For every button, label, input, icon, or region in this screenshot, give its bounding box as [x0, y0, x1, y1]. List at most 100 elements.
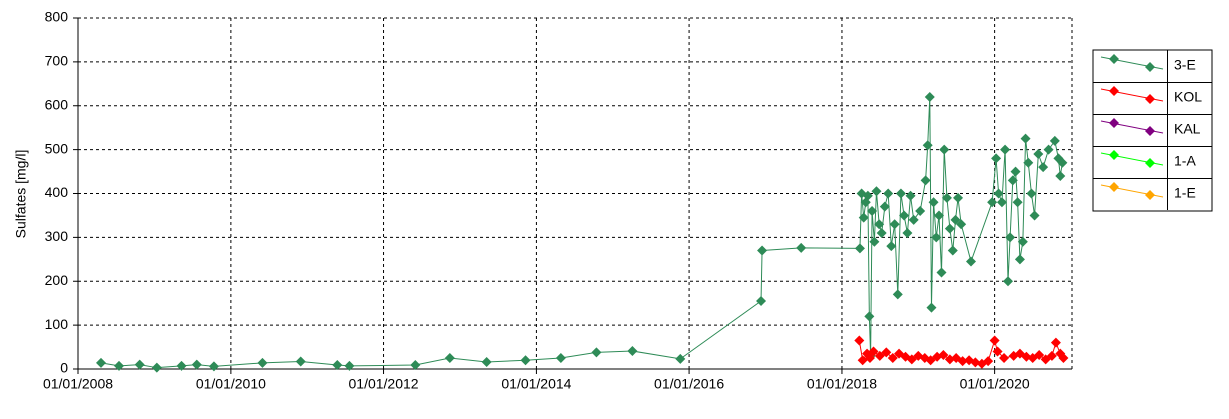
data-point — [957, 356, 968, 367]
data-point — [1029, 210, 1040, 221]
legend-divider — [1093, 82, 1212, 83]
data-point — [992, 346, 1003, 357]
data-point — [881, 347, 892, 358]
legend-marker — [1109, 54, 1119, 64]
data-point — [191, 359, 202, 370]
data-point — [756, 295, 767, 306]
data-point — [1058, 353, 1069, 364]
data-point — [869, 236, 880, 247]
data-point — [675, 353, 686, 364]
data-point — [864, 311, 875, 322]
data-point — [520, 355, 531, 366]
data-point — [915, 206, 926, 217]
x-tick-label: 01/01/2018 — [807, 376, 877, 392]
legend-marker — [1145, 126, 1155, 136]
data-point — [858, 212, 869, 223]
data-point — [928, 197, 939, 208]
legend-marker — [1145, 190, 1155, 200]
data-point — [1057, 157, 1068, 168]
data-point — [864, 353, 875, 364]
data-point — [895, 188, 906, 199]
data-point — [1023, 157, 1034, 168]
y-tick-label: 600 — [45, 96, 69, 112]
legend-divider — [1167, 178, 1168, 210]
data-point — [627, 346, 638, 357]
x-tick-label: 01/01/2010 — [196, 376, 266, 392]
legend-marker — [1145, 158, 1155, 168]
legend-marker — [1145, 62, 1155, 72]
data-point — [151, 362, 162, 373]
x-tick-label: 01/01/2014 — [501, 376, 571, 392]
data-point — [991, 153, 1002, 164]
data-point — [883, 188, 894, 199]
y-tick-label: 800 — [45, 9, 69, 25]
data-point — [1043, 144, 1054, 155]
data-point — [983, 356, 994, 367]
data-point — [444, 353, 455, 364]
legend-marker — [1109, 150, 1119, 160]
data-point — [902, 227, 913, 238]
data-point — [295, 356, 306, 367]
y-tick-label: 500 — [45, 140, 69, 156]
data-point — [922, 140, 933, 151]
data-point — [1026, 188, 1037, 199]
data-point — [555, 353, 566, 364]
data-point — [1014, 254, 1025, 265]
legend-marker — [1145, 94, 1155, 104]
data-point — [1046, 350, 1057, 361]
x-tick-label: 01/01/2008 — [43, 376, 113, 392]
data-point — [1020, 133, 1031, 144]
data-point — [905, 190, 916, 201]
data-point — [1012, 197, 1023, 208]
data-point — [257, 357, 268, 368]
data-point — [796, 242, 807, 253]
legend-label: 3-E — [1174, 57, 1196, 73]
data-point — [953, 192, 964, 203]
series-line — [100, 96, 1063, 369]
legend-label: KAL — [1174, 121, 1201, 137]
y-tick-label: 700 — [45, 53, 69, 69]
data-point — [854, 335, 865, 346]
data-point — [950, 214, 961, 225]
x-tick-label: 01/01/2012 — [349, 376, 419, 392]
data-point — [1049, 135, 1060, 146]
data-point — [176, 360, 187, 371]
data-point — [933, 210, 944, 221]
data-point — [970, 357, 981, 368]
y-tick-label: 200 — [45, 272, 69, 288]
data-point — [908, 214, 919, 225]
data-point — [993, 188, 1004, 199]
data-point — [996, 197, 1007, 208]
data-point — [889, 219, 900, 230]
data-point — [757, 245, 768, 256]
data-point — [936, 267, 947, 278]
legend-label: KOL — [1174, 89, 1202, 105]
data-point — [965, 256, 976, 267]
data-point — [887, 353, 898, 364]
legend-label: 1-E — [1174, 185, 1196, 201]
data-point — [987, 197, 998, 208]
legend-divider — [1093, 146, 1212, 147]
legend-marker — [1109, 86, 1119, 96]
y-tick-label: 400 — [45, 184, 69, 200]
data-point — [999, 353, 1010, 364]
data-point — [332, 360, 343, 371]
data-point — [344, 360, 355, 371]
x-tick-label: 01/01/2016 — [654, 376, 724, 392]
data-point — [1034, 349, 1045, 360]
y-axis-label: Sulfates [mg/l] — [13, 150, 29, 239]
data-point — [481, 356, 492, 367]
y-tick-label: 300 — [45, 228, 69, 244]
data-point — [1055, 170, 1066, 181]
data-point — [1050, 337, 1061, 348]
x-tick-label: 01/01/2020 — [960, 376, 1030, 392]
data-point — [944, 223, 955, 234]
legend-divider — [1167, 82, 1168, 114]
data-point — [920, 175, 931, 186]
data-point — [879, 201, 890, 212]
legend-marker — [1109, 118, 1119, 128]
data-point — [854, 243, 865, 254]
data-point — [1003, 276, 1014, 287]
data-point — [134, 359, 145, 370]
